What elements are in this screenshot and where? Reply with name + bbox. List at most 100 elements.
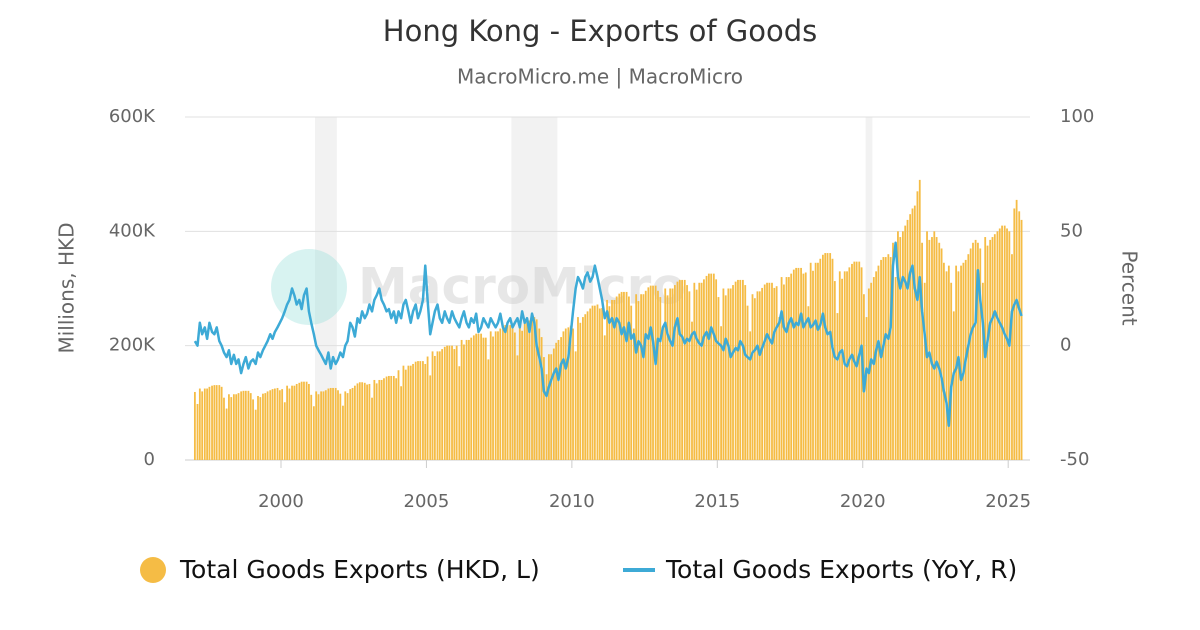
bar — [368, 383, 371, 460]
bar — [598, 308, 601, 460]
bar — [332, 387, 334, 460]
bar — [933, 231, 936, 460]
bar — [283, 402, 286, 460]
x-tick-label: 2020 — [840, 491, 886, 512]
bar — [664, 288, 667, 460]
bar — [710, 273, 713, 460]
bar — [574, 351, 577, 460]
bar — [312, 406, 315, 460]
bar — [244, 390, 247, 460]
x-tick-label: 2005 — [404, 491, 450, 512]
bar — [657, 290, 659, 460]
bar — [242, 390, 245, 460]
bar — [230, 397, 233, 460]
bar — [894, 277, 897, 460]
bar — [717, 297, 720, 460]
bar — [540, 337, 543, 460]
bar — [431, 351, 434, 460]
bar — [751, 294, 754, 460]
bar — [198, 388, 201, 460]
bar — [193, 391, 196, 460]
bar — [453, 349, 456, 460]
bar — [703, 279, 705, 460]
bar — [993, 234, 996, 460]
bar — [804, 272, 807, 460]
bar — [787, 277, 790, 460]
bar — [300, 381, 303, 460]
bar — [582, 317, 584, 460]
bar — [417, 361, 419, 460]
bar — [543, 357, 545, 460]
bar — [475, 333, 478, 460]
bar — [681, 279, 684, 460]
bar — [761, 287, 764, 460]
legend-label: Total Goods Exports (HKD, L) — [179, 555, 540, 584]
bar — [744, 285, 747, 460]
bar — [790, 273, 793, 460]
bar — [504, 325, 507, 460]
bar — [378, 379, 381, 460]
bar — [538, 328, 541, 460]
bar — [623, 291, 625, 460]
bar — [613, 299, 616, 460]
watermark-logo — [271, 249, 347, 325]
bar — [448, 345, 451, 460]
bar — [637, 301, 640, 460]
bar — [487, 359, 490, 460]
bar — [353, 385, 356, 460]
bar — [213, 385, 216, 460]
bar — [351, 387, 354, 460]
bar — [727, 288, 730, 460]
bar — [649, 285, 652, 460]
bar — [324, 390, 327, 460]
bar — [1015, 199, 1018, 460]
bar — [996, 231, 999, 460]
bar — [897, 231, 899, 460]
bar — [526, 322, 528, 460]
bar — [339, 393, 342, 460]
y-tick-label: 400K — [109, 220, 156, 241]
bar — [824, 253, 827, 460]
bar — [467, 339, 470, 460]
bar — [778, 317, 781, 460]
bar — [705, 275, 708, 460]
bar — [550, 354, 553, 460]
bar — [977, 242, 979, 460]
bar — [429, 375, 432, 460]
bar — [315, 391, 318, 460]
bar — [848, 267, 851, 460]
bar — [397, 370, 400, 460]
bar — [877, 265, 880, 460]
bar — [489, 331, 492, 460]
bar — [579, 322, 582, 460]
bar — [671, 288, 674, 460]
bar — [499, 328, 502, 460]
bar — [742, 279, 744, 460]
bar — [252, 399, 254, 460]
bar — [739, 279, 742, 460]
bar — [841, 278, 843, 460]
bar — [276, 387, 279, 460]
bar — [773, 287, 776, 460]
bar — [308, 383, 310, 460]
bar — [712, 273, 715, 460]
bar — [998, 228, 1001, 460]
bar — [528, 320, 531, 460]
bar — [371, 397, 373, 460]
bar — [795, 267, 798, 460]
bar — [809, 262, 812, 460]
bar — [870, 282, 873, 460]
bar — [237, 393, 240, 460]
bar — [400, 386, 403, 460]
bar — [388, 375, 390, 460]
bar — [513, 332, 516, 460]
bar — [211, 385, 213, 460]
bar — [269, 390, 272, 460]
bar — [945, 271, 948, 460]
bar — [518, 325, 521, 460]
bar — [821, 254, 824, 460]
bar — [220, 386, 223, 460]
bar — [904, 225, 907, 460]
bar — [422, 361, 424, 460]
